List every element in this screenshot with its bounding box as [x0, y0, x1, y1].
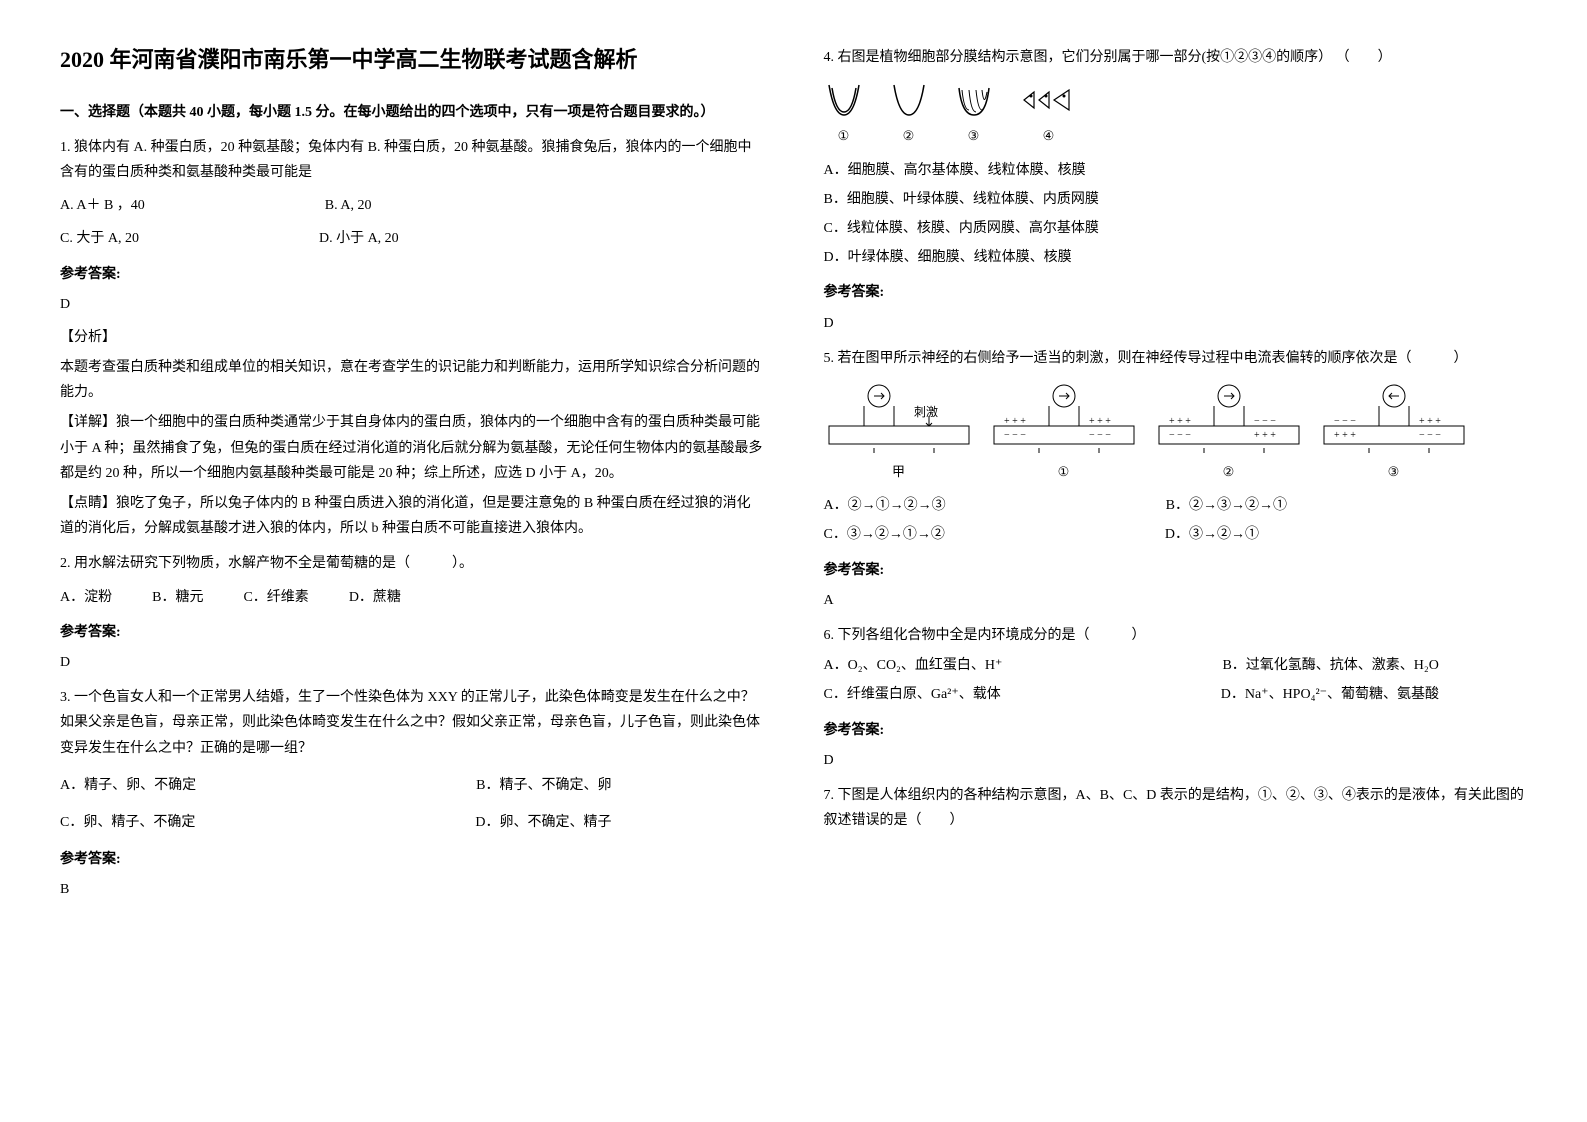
q1-point: 【点睛】狼吃了兔子，所以兔子体内的 B 种蛋白质进入狼的消化道，但是要注意兔的 … [60, 491, 764, 541]
q4-text: 4. 右图是植物细胞部分膜结构示意图，它们分别属于哪一部分(按①②③④的顺序） … [824, 45, 1528, 70]
q3-opt-a: A．精子、卵、不确定 [60, 773, 196, 798]
q6-opt-d: D．Na⁺、HPO₄²⁻、葡萄糖、氨基酸 [1221, 682, 1439, 707]
q2-opt-b: B．糖元 [152, 585, 203, 610]
q1-opt-b: B. A, 20 [325, 193, 372, 218]
question-2: 2. 用水解法研究下列物质，水解产物不全是葡萄糖的是（ ）。 A．淀粉 B．糖元… [60, 551, 764, 675]
svg-text:a: a [871, 454, 876, 456]
neuron-1: + + + + + + − − − − − − a b ① [989, 381, 1139, 483]
svg-text:− − −: − − − [1089, 430, 1111, 441]
q3-answer-label: 参考答案: [60, 847, 764, 872]
q3-opt-d: D．卵、不确定、精子 [475, 810, 611, 835]
q1-opt-a: A. A＋ B ，40 [60, 193, 145, 218]
q2-text: 2. 用水解法研究下列物质，水解产物不全是葡萄糖的是（ ）。 [60, 551, 764, 576]
q2-opt-a: A．淀粉 [60, 585, 112, 610]
svg-text:+ + +: + + + [1169, 416, 1191, 427]
svg-text:a: a [1201, 454, 1206, 456]
svg-text:− − −: − − − [1169, 430, 1191, 441]
q5-text: 5. 若在图甲所示神经的右侧给予一适当的刺激，则在神经传导过程中电流表偏转的顺序… [824, 346, 1528, 371]
svg-text:− − −: − − − [1419, 430, 1441, 441]
question-6: 6. 下列各组化合物中全是内环境成分的是（ ） A．O₂、CO₂、血红蛋白、H⁺… [824, 623, 1528, 773]
membrane-3: ③ [954, 80, 994, 147]
q1-opt-d: D. 小于 A, 20 [319, 226, 399, 251]
svg-text:b: b [1261, 454, 1267, 456]
jia-label: 甲 [892, 460, 905, 483]
svg-text:− − −: − − − [1004, 430, 1026, 441]
membrane-1: ① [824, 80, 864, 147]
q3-opt-b: B．精子、不确定、卵 [476, 773, 611, 798]
svg-text:+ + +: + + + [1334, 430, 1356, 441]
q4-opt-d: D．叶绿体膜、细胞膜、线粒体膜、核膜 [824, 245, 1528, 270]
circ-3: ③ [968, 124, 980, 147]
svg-text:a: a [1366, 454, 1371, 456]
right-column: 4. 右图是植物细胞部分膜结构示意图，它们分别属于哪一部分(按①②③④的顺序） … [824, 40, 1528, 1082]
q4-opt-a: A．细胞膜、高尔基体膜、线粒体膜、核膜 [824, 158, 1528, 183]
left-column: 2020 年河南省濮阳市南乐第一中学高二生物联考试题含解析 一、选择题（本题共 … [60, 40, 764, 1082]
q2-opt-c: C．纤维素 [243, 585, 308, 610]
q2-answer: D [60, 650, 764, 675]
q5-opt-a: A．②→①→②→③ [824, 493, 946, 518]
q3-text: 3. 一个色盲女人和一个正常男人结婚，生了一个性染色体为 XXY 的正常儿子，此… [60, 685, 764, 761]
q7-text: 7. 下图是人体组织内的各种结构示意图，A、B、C、D 表示的是结构，①、②、③… [824, 783, 1528, 833]
q4-opt-b: B．细胞膜、叶绿体膜、线粒体膜、内质网膜 [824, 187, 1528, 212]
svg-text:− − −: − − − [1254, 416, 1276, 427]
q6-opt-b: B．过氧化氢酶、抗体、激素、H₂O [1222, 653, 1438, 678]
exam-title: 2020 年河南省濮阳市南乐第一中学高二生物联考试题含解析 [60, 40, 764, 80]
q6-opt-a: A．O₂、CO₂、血红蛋白、H⁺ [824, 653, 1003, 678]
svg-text:b: b [931, 454, 937, 456]
q5-answer: A [824, 588, 1528, 613]
circ-2-q5: ② [1223, 460, 1235, 483]
q1-detail: 【详解】狼一个细胞中的蛋白质种类通常少于其自身体内的蛋白质，狼体内的一个细胞中含… [60, 410, 764, 486]
q4-answer: D [824, 311, 1528, 336]
stim-label: 刺激 [914, 405, 938, 419]
question-1: 1. 狼体内有 A. 种蛋白质，20 种氨基酸；兔体内有 B. 种蛋白质，20 … [60, 135, 764, 542]
q1-opt-c: C. 大于 A, 20 [60, 226, 139, 251]
circ-2: ② [903, 124, 915, 147]
q1-answer-label: 参考答案: [60, 262, 764, 287]
svg-text:+ + +: + + + [1004, 416, 1026, 427]
question-4: 4. 右图是植物细胞部分膜结构示意图，它们分别属于哪一部分(按①②③④的顺序） … [824, 45, 1528, 336]
q1-answer: D [60, 292, 764, 317]
svg-text:a: a [1036, 454, 1041, 456]
q5-answer-label: 参考答案: [824, 558, 1528, 583]
q3-answer: B [60, 877, 764, 902]
svg-text:+ + +: + + + [1254, 430, 1276, 441]
circ-3-q5: ③ [1388, 460, 1400, 483]
neuron-2: + + + − − − − − − + + + a b ② [1154, 381, 1304, 483]
svg-text:b: b [1096, 454, 1102, 456]
q6-opt-c: C．纤维蛋白原、Ga²⁺、载体 [824, 682, 1001, 707]
q4-diagram: ① ② ③ ④ [824, 80, 1528, 147]
q5-opt-b: B．②→③→②→① [1166, 493, 1287, 518]
q2-opt-d: D．蔗糖 [349, 585, 401, 610]
svg-text:+ + +: + + + [1419, 416, 1441, 427]
neuron-jia: 刺激 a b 甲 [824, 381, 974, 483]
q6-answer-label: 参考答案: [824, 718, 1528, 743]
svg-text:+ + +: + + + [1089, 416, 1111, 427]
circ-1: ① [838, 124, 850, 147]
q6-text: 6. 下列各组化合物中全是内环境成分的是（ ） [824, 623, 1528, 648]
q6-answer: D [824, 748, 1528, 773]
q4-opt-c: C．线粒体膜、核膜、内质网膜、高尔基体膜 [824, 216, 1528, 241]
q5-opt-c: C．③→②→①→② [824, 522, 945, 547]
q2-answer-label: 参考答案: [60, 620, 764, 645]
question-7: 7. 下图是人体组织内的各种结构示意图，A、B、C、D 表示的是结构，①、②、③… [824, 783, 1528, 833]
circ-4: ④ [1043, 124, 1055, 147]
circ-1-q5: ① [1058, 460, 1070, 483]
section-1-heading: 一、选择题（本题共 40 小题，每小题 1.5 分。在每小题给出的四个选项中，只… [60, 100, 764, 125]
q1-text: 1. 狼体内有 A. 种蛋白质，20 种氨基酸；兔体内有 B. 种蛋白质，20 … [60, 135, 764, 185]
neuron-3: − − − + + + + + + − − − a b ③ [1319, 381, 1469, 483]
q4-answer-label: 参考答案: [824, 280, 1528, 305]
svg-text:b: b [1426, 454, 1432, 456]
q5-opt-d: D．③→②→① [1165, 522, 1259, 547]
q1-analysis-label: 【分析】 [60, 325, 764, 350]
svg-text:− − −: − − − [1334, 416, 1356, 427]
question-5: 5. 若在图甲所示神经的右侧给予一适当的刺激，则在神经传导过程中电流表偏转的顺序… [824, 346, 1528, 613]
membrane-2: ② [889, 80, 929, 147]
q1-analysis-text: 本题考查蛋白质种类和组成单位的相关知识，意在考查学生的识记能力和判断能力，运用所… [60, 355, 764, 405]
q5-diagram: 刺激 a b 甲 + + + + + + − − − − − − a b ① [824, 381, 1528, 483]
question-3: 3. 一个色盲女人和一个正常男人结婚，生了一个性染色体为 XXY 的正常儿子，此… [60, 685, 764, 902]
q3-opt-c: C．卵、精子、不确定 [60, 810, 195, 835]
membrane-4: ④ [1019, 80, 1079, 147]
